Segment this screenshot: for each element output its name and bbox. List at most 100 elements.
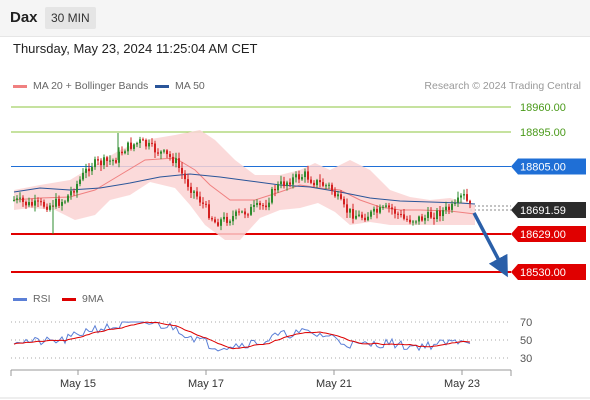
candle-body [385, 205, 387, 207]
candle-body [379, 207, 381, 213]
candle-body [427, 211, 429, 218]
candle-body [415, 221, 417, 223]
bollinger-swatch [13, 84, 27, 88]
legend-bollinger: MA 20 + Bollinger Bands [13, 80, 148, 92]
ma50-label: MA 50 [175, 80, 205, 92]
price-label: 18629.00 [520, 229, 566, 241]
candle-body [118, 151, 120, 163]
candle-body [124, 151, 126, 154]
candle-body [448, 206, 450, 210]
price-tags: 18960.00 18895.00 18805.00 18691.59 18629.00… [472, 102, 586, 280]
candle-body [13, 199, 15, 201]
candle-body [97, 159, 99, 161]
candle-body [175, 158, 177, 164]
rsi-tick-label: 30 [520, 353, 532, 365]
price-tag-pivot: 18805.00 [511, 158, 586, 175]
candle-body [247, 214, 249, 216]
candle-body [85, 168, 87, 173]
candle-body [436, 210, 438, 220]
candle-body [22, 197, 24, 202]
candle-body [403, 214, 405, 219]
rsi-tick-label: 70 [520, 317, 532, 329]
candle-body [166, 150, 168, 155]
candle-body [145, 139, 147, 147]
candle-body [130, 142, 132, 149]
candle-body [334, 190, 336, 197]
candle-body [157, 152, 159, 154]
ma50-line [13, 173, 476, 205]
price-label: 18530.00 [520, 267, 566, 279]
candle-body [193, 191, 195, 193]
candle-body [451, 203, 453, 210]
candle-body [433, 217, 435, 220]
candle-body [265, 205, 267, 208]
candle-body [67, 195, 69, 202]
candle-body [40, 201, 42, 203]
candle-body [208, 204, 210, 219]
candle-body [202, 202, 204, 204]
candle-body [220, 219, 222, 226]
candle-body [355, 215, 357, 219]
price-label: 18960.00 [520, 102, 566, 114]
candle-body [316, 180, 318, 186]
candle-body [337, 194, 339, 197]
x-tick-label: May 15 [60, 378, 96, 390]
candle-body [397, 213, 399, 215]
candle-body [223, 216, 225, 220]
candle-body [229, 221, 231, 223]
candle-body [235, 211, 237, 216]
candlesticks [13, 133, 471, 234]
ma50-swatch [155, 84, 169, 88]
candle-body [292, 177, 294, 185]
candle-body [139, 139, 141, 144]
x-tick-label: May 23 [444, 378, 480, 390]
candle-body [211, 218, 213, 220]
candle-body [49, 205, 51, 210]
candle-body [361, 214, 363, 218]
candle-body [298, 174, 300, 180]
candle-body [151, 142, 153, 144]
candle-body [37, 200, 39, 202]
candle-body [424, 217, 426, 221]
price-label: 18805.00 [520, 161, 566, 173]
candle-body [79, 179, 81, 184]
copyright-text: Research © 2024 Trading Central [424, 80, 581, 92]
timeframe-button[interactable]: 30 MIN [45, 7, 96, 29]
candle-body [343, 198, 345, 205]
candle-body [238, 211, 240, 213]
candle-body [196, 191, 198, 197]
symbol-name: Dax [10, 9, 38, 26]
candle-body [307, 171, 309, 180]
candle-body [358, 214, 360, 216]
price-tag-support-1: 18629.00 [511, 226, 586, 243]
candle-body [25, 201, 27, 206]
candle-body [295, 174, 297, 178]
candle-body [142, 139, 144, 141]
candle-body [382, 206, 384, 208]
x-tick-label: May 21 [316, 378, 352, 390]
candle-body [187, 179, 189, 187]
candle-body [34, 200, 36, 206]
price-tag-bg [511, 201, 586, 218]
candle-body [115, 160, 117, 163]
rsi-panel: 70 50 30 [11, 317, 532, 365]
candle-body [43, 201, 45, 207]
candle-body [352, 209, 354, 219]
candle-body [268, 202, 270, 208]
candle-body [94, 159, 96, 168]
candle-body [349, 209, 351, 213]
ma20-line [13, 157, 476, 215]
candle-body [463, 194, 465, 196]
candle-body [73, 191, 75, 193]
candle-body [256, 202, 258, 205]
candle-body [178, 158, 180, 168]
candle-body [55, 198, 57, 207]
candle-body [367, 216, 369, 221]
bollinger-band [13, 130, 476, 240]
candle-body [439, 210, 441, 217]
candle-body [31, 202, 33, 206]
candle-body [394, 209, 396, 214]
bollinger-envelope [14, 130, 475, 240]
timestamp: Thursday, May 23, 2024 11:25:04 AM CET [13, 41, 258, 56]
